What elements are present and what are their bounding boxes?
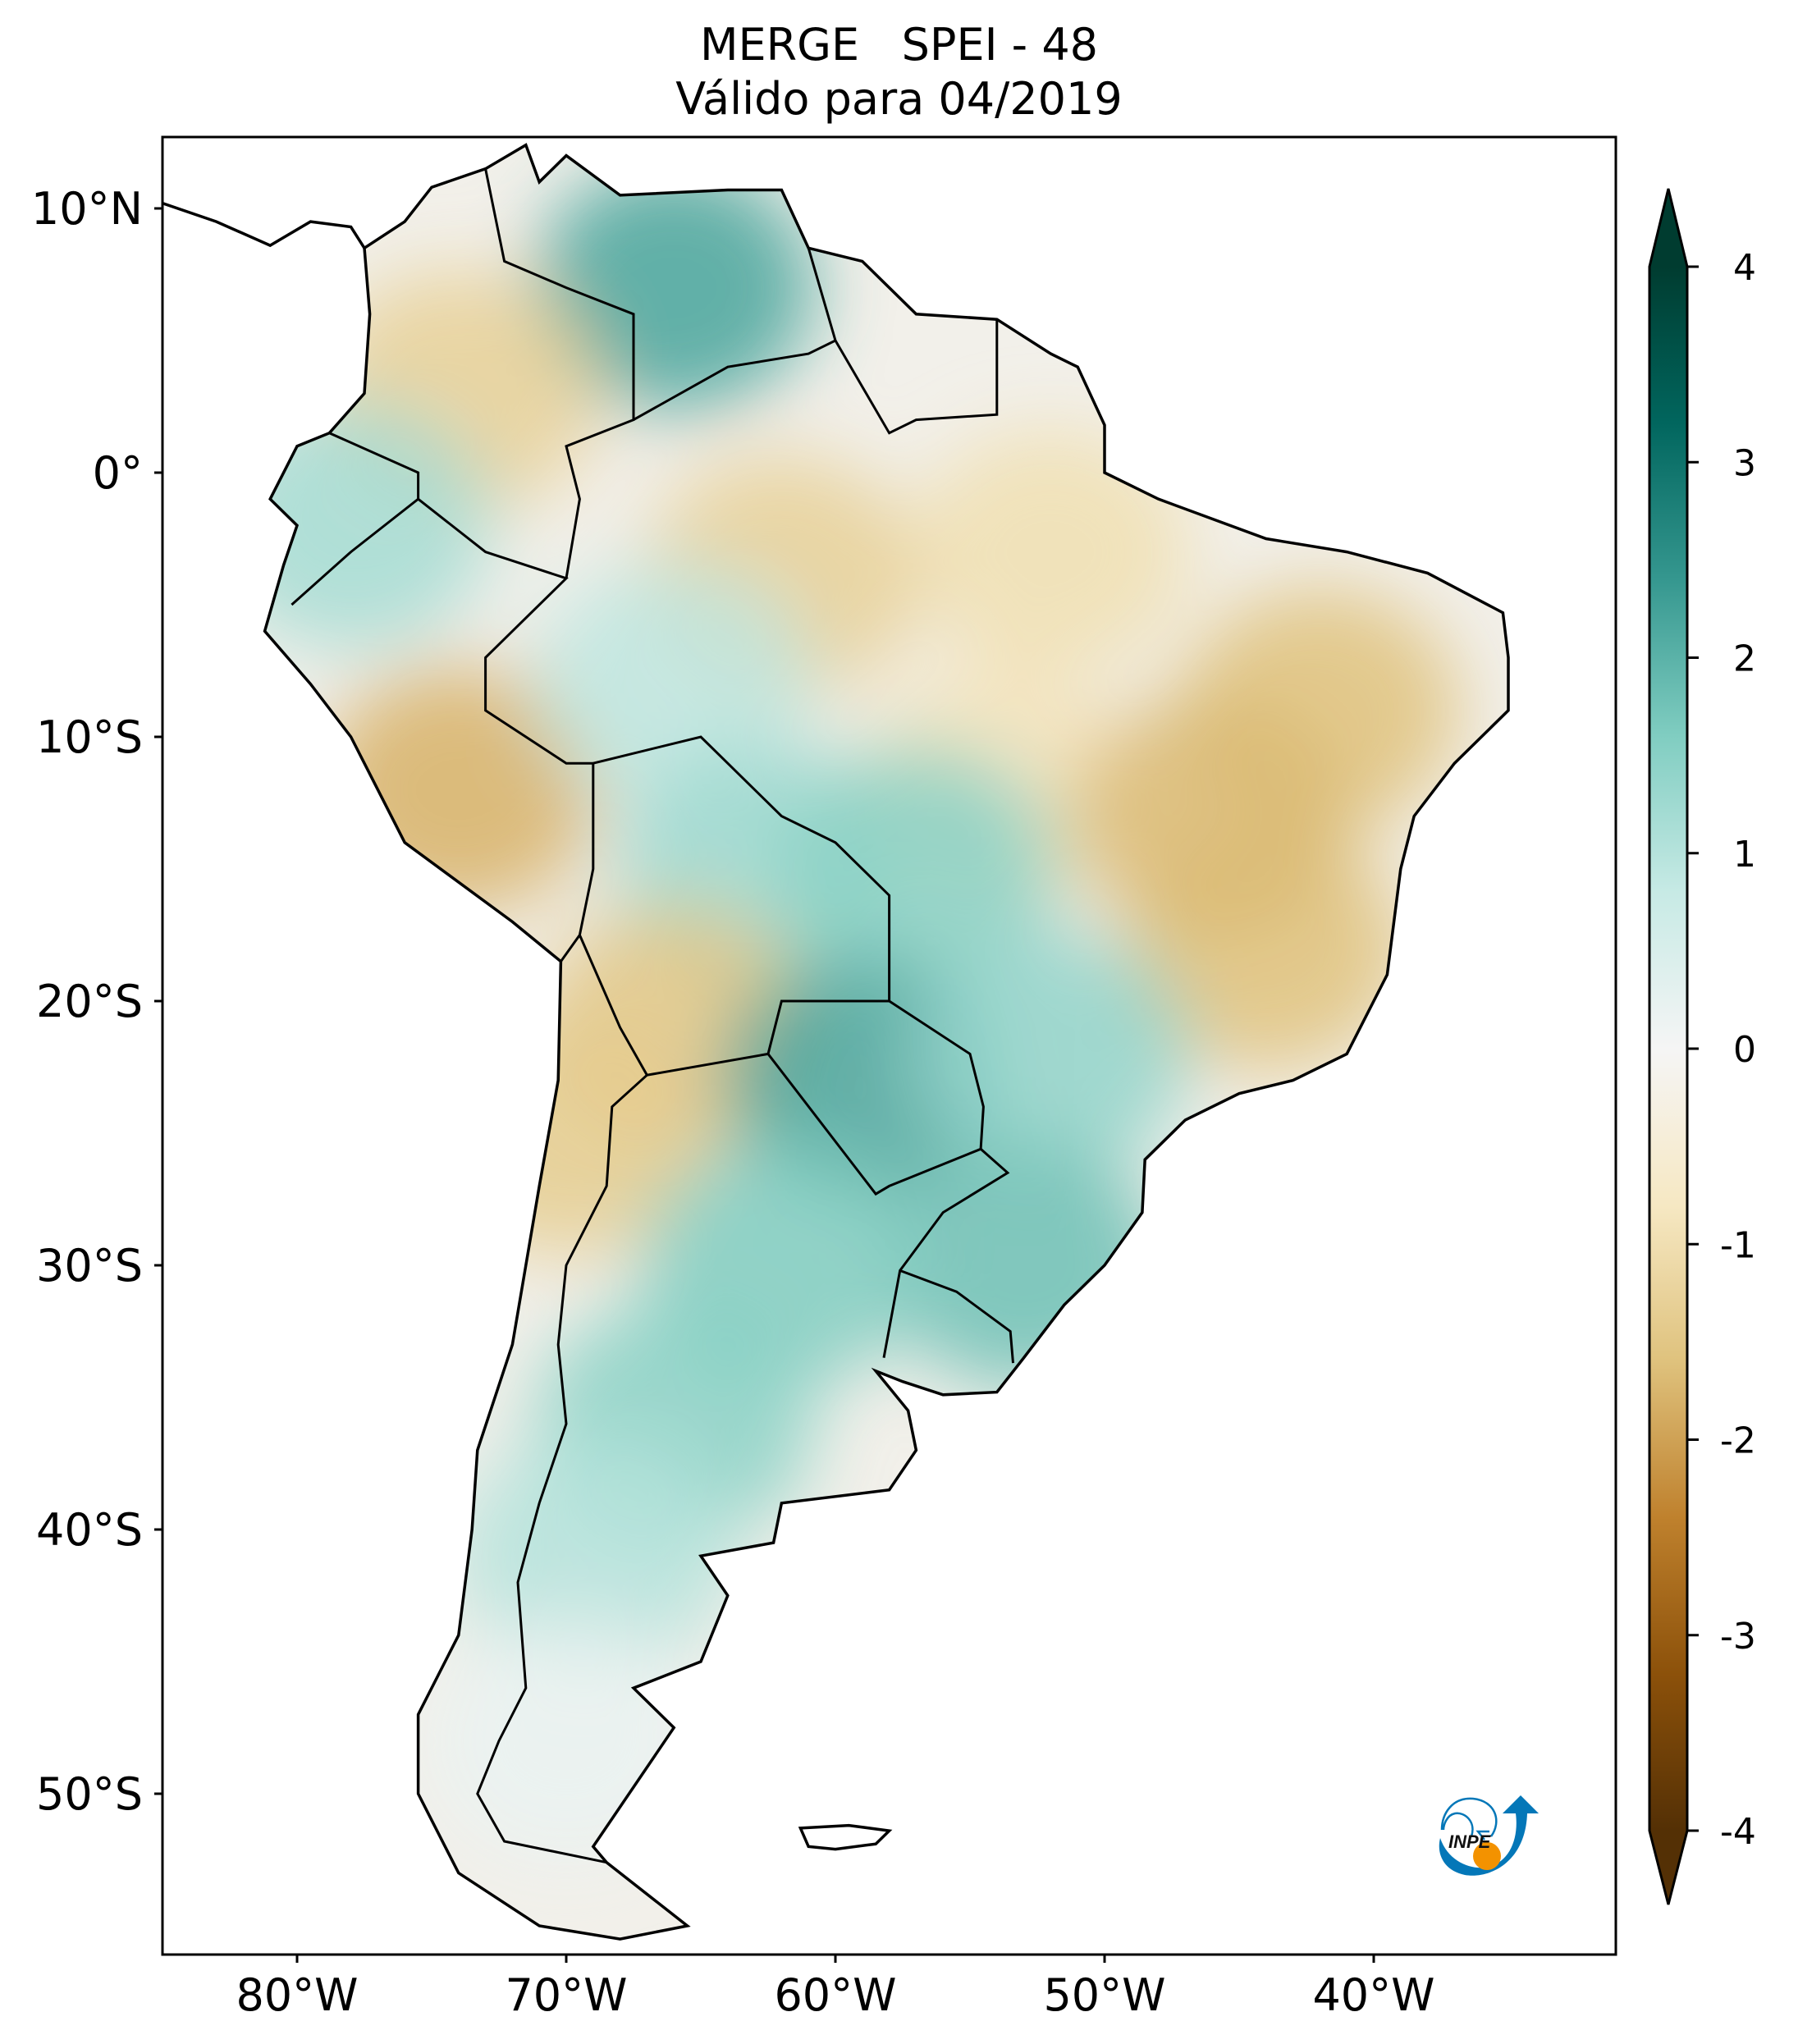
colorbar-tick-label: -1 [1720,1224,1756,1266]
chart-title-block: MERGE SPEI - 48 Válido para 04/2019 [0,18,1798,126]
map-frame [161,135,1617,1956]
x-tick-label: 80°W [236,1969,358,2021]
falklands-outline [798,1823,893,1851]
colorbar-tick-label: 2 [1733,638,1756,680]
coastline [263,143,1510,1941]
spei-anomaly-region [911,931,1191,1177]
spei-anomaly-region [776,746,1056,992]
colorbar-extend-max [1649,189,1687,267]
y-tick-label: 50°S [36,1768,143,1820]
colorbar-tick-label: -3 [1720,1616,1756,1658]
colorbar-extend-min [1649,1831,1687,1905]
spei-anomaly-region [534,164,814,411]
y-tick-label: 20°S [36,976,143,1027]
country-border [484,168,635,579]
y-tick-label: 10°N [31,183,143,235]
colorbar-tick-label: 4 [1733,247,1756,289]
y-tick-label: 0° [93,447,143,499]
x-tick-label: 60°W [774,1969,896,2021]
y-tick-label: 40°S [36,1504,143,1556]
colorbar-tick-label: 1 [1733,834,1756,876]
country-border [417,498,595,963]
country-border [834,319,999,435]
spei-anomaly-region [534,560,814,807]
colorbar-tick-label: -4 [1720,1811,1756,1853]
chart-subtitle: Válido para 04/2019 [675,73,1123,125]
country-border [476,1074,648,1864]
colorbar-tick-label: 0 [1733,1029,1756,1071]
x-tick-label: 40°W [1312,1969,1434,2021]
country-border [899,1269,1014,1364]
colorbar-tick-label: -2 [1720,1420,1756,1462]
svg-text:INPE: INPE [1448,1831,1492,1852]
x-tick-label: 50°W [1043,1969,1165,2021]
spei-anomaly-region [453,1433,733,1680]
country-border [882,1148,1010,1358]
spei-anomaly-region [1073,693,1352,940]
colorbar-tick-label: 3 [1733,442,1756,484]
x-tick-label: 70°W [505,1969,627,2021]
spei-anomaly-region [264,402,491,649]
colorbar: 4 3 2 1 0 -1 -2 -3 -4 [1648,188,1756,1905]
inpe-logo: INPE [1439,1795,1539,1876]
map-area [162,143,1510,1941]
chart-title: MERGE SPEI - 48 [699,19,1099,71]
central-america-coastline [162,201,366,249]
spei-anomaly-region [884,1142,1164,1388]
y-tick-label: 10°S [36,711,143,763]
colorbar-gradient [1649,267,1687,1831]
spei-anomaly-region [911,428,1191,675]
y-tick-label: 30°S [36,1240,143,1292]
country-border [633,247,837,421]
spei-field [264,144,1509,1940]
